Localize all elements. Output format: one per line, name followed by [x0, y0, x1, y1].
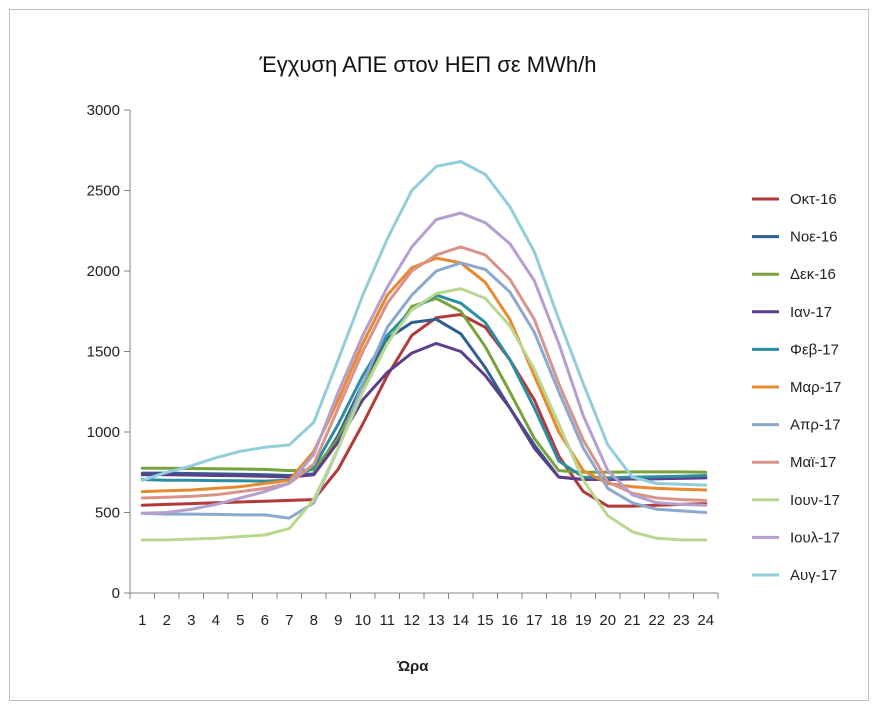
x-tick-label: 9: [334, 612, 342, 629]
y-tick-label: 3000: [87, 102, 120, 119]
legend: Οκτ-16 Νοε-16 Δεκ-16 Ιαν-17 Φεβ-17 Μαρ-17 Απρ-…: [752, 191, 841, 584]
series-line-1: [140, 313, 708, 508]
x-tick-label: 11: [379, 612, 395, 629]
legend-label: Οκτ-16: [790, 191, 837, 208]
legend-label: Απρ-17: [790, 417, 841, 434]
series-line-8: [140, 245, 708, 502]
series-line-6: [140, 256, 708, 494]
y-tick-label: 1000: [87, 424, 120, 441]
series-line-11: [140, 160, 708, 487]
x-tick-label: 15: [477, 612, 494, 629]
x-tick-label: 2: [163, 612, 171, 629]
chart-title: Έγχυση ΑΠΕ στον ΗΕΠ σε MWh/h: [259, 52, 597, 77]
legend-label: Μαρ-17: [790, 379, 841, 396]
series-line-9: [140, 287, 708, 542]
x-tick-label: 22: [648, 612, 665, 629]
y-tick-label: 1500: [87, 344, 120, 361]
series-line-4: [140, 341, 708, 481]
x-tick-label: 18: [550, 612, 567, 629]
legend-label: Ιουν-17: [790, 492, 840, 509]
x-tick-label: 24: [697, 612, 714, 629]
series-line-7: [140, 261, 708, 520]
y-tick-label: 2000: [87, 263, 120, 280]
x-tick-label: 20: [599, 612, 616, 629]
x-tick-label: 8: [310, 612, 318, 629]
x-tick-label: 1: [138, 612, 146, 629]
x-tick-label: 10: [354, 612, 371, 629]
legend-label: Αυγ-17: [790, 567, 837, 584]
legend-label: Δεκ-16: [790, 266, 836, 283]
x-tick-label: 12: [403, 612, 420, 629]
series-line-10: [140, 211, 708, 515]
x-tick-label: 16: [501, 612, 518, 629]
x-tick-label: 7: [285, 612, 293, 629]
chart-frame: [9, 9, 869, 701]
x-tick-label: 19: [575, 612, 592, 629]
x-tick-label: 6: [261, 612, 269, 629]
y-tick-label: 500: [95, 505, 120, 522]
x-tick-label: 3: [187, 612, 195, 629]
x-tick-label: 5: [236, 612, 244, 629]
series-layer: [140, 160, 708, 542]
legend-label: Νοε-16: [790, 229, 838, 246]
x-tick-label: 17: [526, 612, 543, 629]
series-line-3: [140, 296, 708, 474]
x-axis-title: Ώρα: [396, 658, 429, 675]
x-tick-label: 14: [452, 612, 469, 629]
series-line-5: [140, 293, 708, 483]
legend-label: Ιαν-17: [790, 304, 832, 321]
x-tick-label: 23: [673, 612, 690, 629]
y-tick-label: 0: [112, 585, 120, 602]
legend-label: Φεβ-17: [790, 341, 839, 358]
y-tick-label: 2500: [87, 183, 120, 200]
x-tick-label: 21: [624, 612, 641, 629]
legend-label: Ιουλ-17: [790, 529, 840, 546]
x-tick-label: 13: [428, 612, 445, 629]
x-tick-label: 4: [212, 612, 220, 629]
legend-label: Μαϊ-17: [790, 454, 836, 471]
